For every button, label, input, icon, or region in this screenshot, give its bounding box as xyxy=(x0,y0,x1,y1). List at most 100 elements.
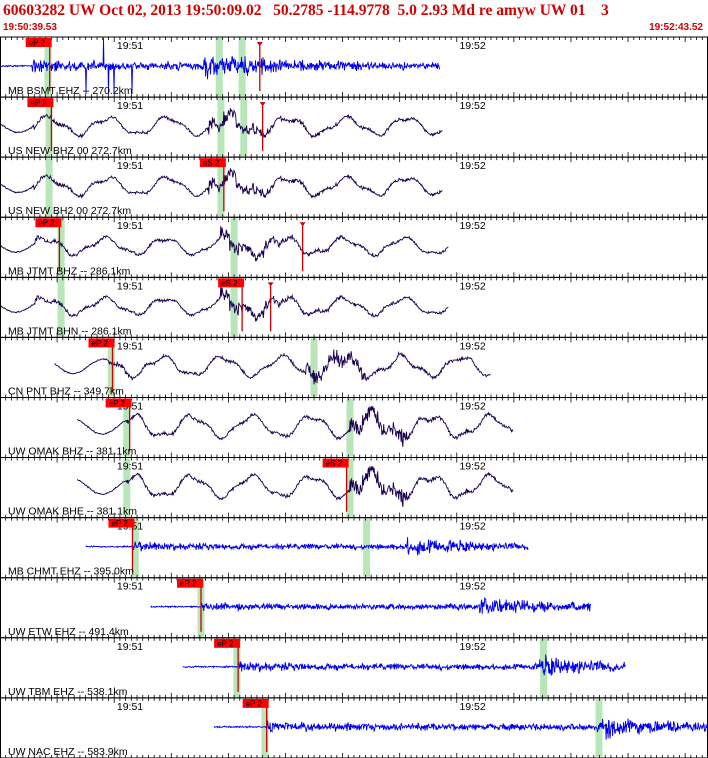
phase-pick-marker xyxy=(27,98,54,108)
waveform-trace xyxy=(85,537,529,556)
waveform-trace xyxy=(77,405,514,447)
phase-pick-arrow xyxy=(299,222,306,227)
time-window-band xyxy=(123,458,131,517)
station-label: US NEW BHZ 00 272.7km xyxy=(8,145,132,157)
window-end-time: 19:52:43.52 xyxy=(649,22,703,33)
phase-pick-label: eP 2 xyxy=(111,519,128,528)
event-header: 60603282 UW Oct 02, 2013 19:50:09.02 50.… xyxy=(3,2,609,19)
time-tick-label: 19:51 xyxy=(117,40,143,52)
time-window-band xyxy=(217,158,225,217)
waveform-trace xyxy=(0,168,443,199)
trace-panel: 19:51 19:52 eS 2 MB JTMT BHN -- 286.1km xyxy=(0,276,708,338)
phase-pick-arrow xyxy=(267,282,274,287)
time-tick-label: 19:52 xyxy=(459,340,485,352)
time-window-band xyxy=(217,98,225,157)
time-window-band xyxy=(123,398,131,457)
phase-pick-marker xyxy=(88,338,115,348)
phase-pick-marker xyxy=(35,218,62,228)
time-window-band xyxy=(57,218,65,277)
time-tick-label: 19:52 xyxy=(459,400,485,412)
time-tick-label: 19:52 xyxy=(459,461,485,473)
station-label: UW OMAK BHE -- 381.1km xyxy=(8,506,137,518)
time-tick-label: 19:51 xyxy=(117,100,143,112)
time-tick-label: 19:51 xyxy=(117,461,143,473)
phase-pick-label: eP 2 xyxy=(180,579,197,588)
trace-panel: 19:51 19:52 eS 2 US NEW BH2 00 272.7km xyxy=(0,156,708,218)
phase-pick-label: eP 2 xyxy=(38,219,55,228)
time-tick-label: 19:51 xyxy=(117,280,143,292)
window-start-time: 19:50:39.53 xyxy=(3,22,57,33)
time-window-band xyxy=(233,638,241,697)
station-label: US NEW BH2 00 272.7km xyxy=(8,205,131,217)
phase-pick-marker xyxy=(108,518,135,528)
time-tick-label: 19:51 xyxy=(117,340,143,352)
trace-panel: 19:51 19:52 eP 2 UW ETW EHZ -- 491.4km xyxy=(0,577,708,639)
waveform-trace xyxy=(0,226,449,262)
waveform-trace xyxy=(77,465,514,507)
time-tick-label: 19:51 xyxy=(117,160,143,172)
waveform-trace xyxy=(0,37,440,95)
time-window-band xyxy=(57,278,65,337)
station-label: CN PNT BHZ -- 349.7km xyxy=(8,385,124,397)
waveform-trace xyxy=(150,597,592,615)
time-tick-label: 19:52 xyxy=(459,40,485,52)
phase-pick-arrow xyxy=(256,42,263,46)
time-window-band xyxy=(240,98,248,157)
waveform-trace xyxy=(54,349,491,385)
phase-pick-label: eP 2 xyxy=(30,99,47,108)
station-label: MB CHMT EHZ -- 395.0km xyxy=(8,566,134,578)
station-label: UW OMAK BHZ -- 381.1km xyxy=(8,446,137,458)
station-label: MB JTMT BHZ -- 286.1km xyxy=(8,265,131,277)
time-tick-label: 19:52 xyxy=(459,160,485,172)
station-label: MB BSMT EHZ -- 270.2km xyxy=(8,85,133,97)
trace-panel: 19:51 19:52 eP 2 MB BSMT EHZ -- 270.2km xyxy=(0,36,708,98)
time-window-band xyxy=(131,518,139,577)
trace-panel: 19:51 19:52 eP 2 US NEW BHZ 00 272.7km xyxy=(0,96,708,158)
time-tick-label: 19:51 xyxy=(117,701,143,713)
time-window-band xyxy=(261,698,269,757)
phase-pick-label: eS 2 xyxy=(326,459,343,468)
station-label: UW ETW EHZ -- 491.4km xyxy=(8,626,129,638)
time-tick-label: 19:52 xyxy=(459,581,485,593)
phase-pick-marker xyxy=(199,158,226,168)
trace-panel: 19:51 19:52 eP 2 MB JTMT BHZ -- 286.1km xyxy=(0,216,708,278)
trace-panel: 19:51 19:52 eP 2 UW NAC EHZ -- 583.9km xyxy=(0,697,708,758)
time-window-band xyxy=(44,38,52,97)
time-tick-label: 19:52 xyxy=(459,220,485,232)
phase-pick-marker xyxy=(214,638,241,648)
phase-pick-label: eP 2 xyxy=(246,699,263,708)
station-label: UW TBM EHZ -- 538.1km xyxy=(8,686,128,698)
phase-pick-label: eP 2 xyxy=(109,399,126,408)
phase-pick-marker xyxy=(25,38,52,47)
time-tick-label: 19:52 xyxy=(459,100,485,112)
time-window-band xyxy=(45,98,53,157)
trace-panel: 19:51 19:52 eP 2 UW TBM EHZ -- 538.1km xyxy=(0,637,708,699)
station-label: UW NAC EHZ -- 583.9km xyxy=(8,746,128,758)
time-tick-label: 19:51 xyxy=(117,641,143,653)
time-tick-label: 19:51 xyxy=(117,220,143,232)
phase-pick-marker xyxy=(177,578,203,588)
time-window-band xyxy=(540,638,548,697)
time-window-band xyxy=(363,518,371,577)
trace-panel: 19:51 19:52 eP 2 CN PNT BHZ -- 349.7km xyxy=(0,336,708,398)
time-tick-label: 19:52 xyxy=(459,280,485,292)
time-tick-label: 19:51 xyxy=(117,581,143,593)
phase-pick-label: eP 2 xyxy=(217,639,234,648)
phase-pick-label: eS 2 xyxy=(203,159,220,168)
phase-pick-marker xyxy=(105,398,132,408)
waveform-trace xyxy=(182,654,626,676)
time-window-band xyxy=(310,338,318,397)
waveform-trace xyxy=(213,718,708,740)
trace-panel: 19:51 19:52 eS 2 UW OMAK BHE -- 381.1km xyxy=(0,457,708,519)
station-label: MB JTMT BHN -- 286.1km xyxy=(8,325,132,337)
phase-pick-label: eP 2 xyxy=(92,339,109,348)
phase-pick-marker xyxy=(218,278,245,288)
phase-pick-label: eS 2 xyxy=(221,279,238,288)
waveform-trace xyxy=(0,108,443,139)
time-window-band xyxy=(107,338,115,397)
time-tick-label: 19:52 xyxy=(459,641,485,653)
waveform-trace xyxy=(0,286,449,322)
